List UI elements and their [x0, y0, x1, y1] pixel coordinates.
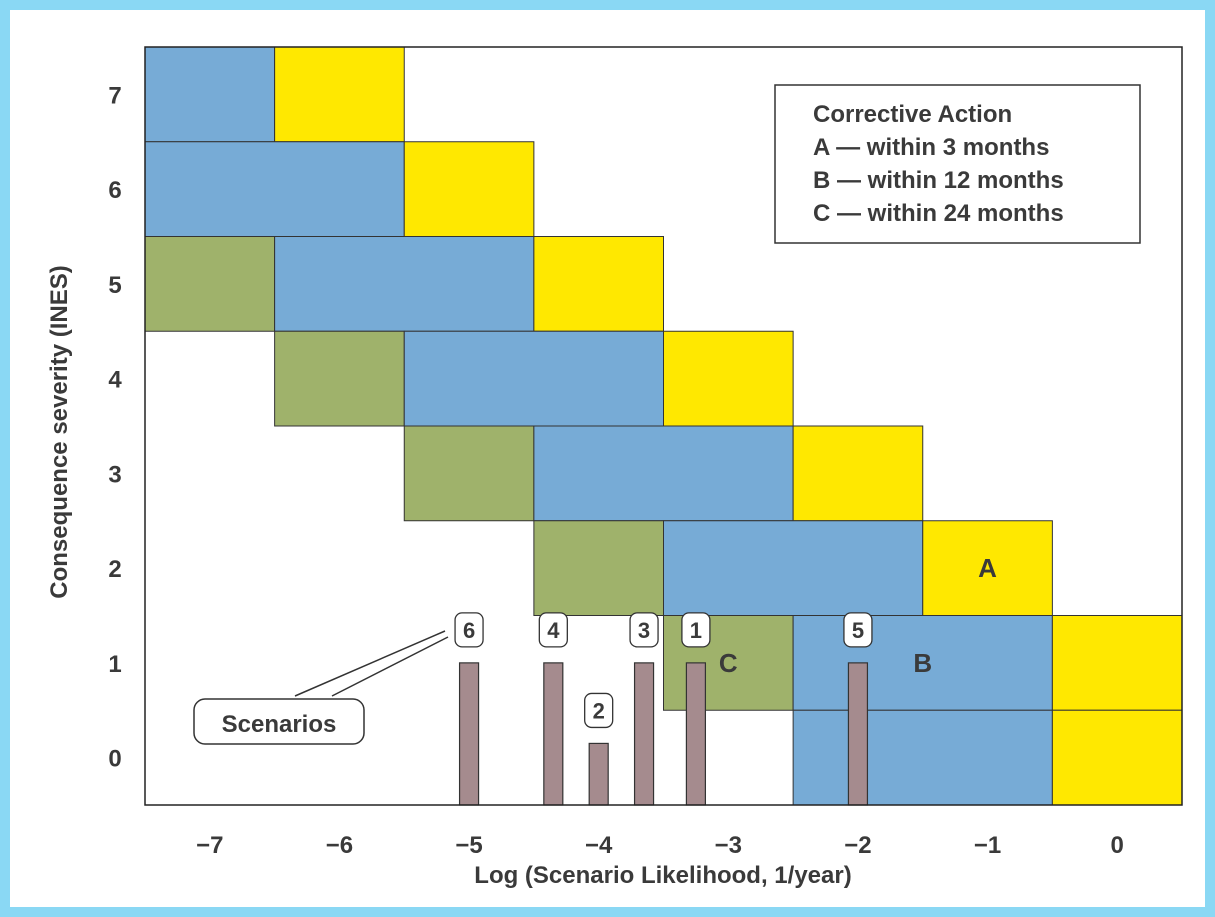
zone-cell-b — [144, 141, 405, 237]
zone-cell-b — [144, 46, 276, 143]
zone-cell-b — [792, 709, 1053, 806]
y-tick-labels: 0 1 2 3 4 5 6 7 — [108, 82, 122, 772]
zone-cell-b — [403, 330, 664, 427]
scenario-label-box — [681, 612, 711, 648]
zone-cell-c — [533, 520, 664, 616]
x-tick-label: −3 — [715, 832, 742, 859]
scenario-label: 3 — [638, 618, 650, 643]
y-tick-label: 6 — [108, 177, 121, 204]
zone-cell-a — [274, 46, 405, 143]
zone-label-b: B — [913, 648, 932, 678]
scenario-label: 6 — [463, 618, 475, 643]
zone-cell-a — [1051, 615, 1183, 711]
scenario-label: 4 — [547, 618, 560, 643]
scenario-label: 2 — [593, 698, 605, 723]
scenario-bar — [633, 662, 655, 806]
x-tick-label: −2 — [844, 832, 871, 859]
legend-entry-b: B — within 12 months — [813, 167, 1064, 194]
zone-cell-a — [403, 141, 535, 237]
x-tick-label: −7 — [196, 832, 223, 859]
scenario-bars-layer: 6 4 2 3 1 5 — [454, 612, 873, 806]
risk-matrix-chart: 6 4 2 3 1 5 A B C Scenarios −7 −6 −5 −4 −3 −2 −1 0 0 1 2… — [46, 46, 1183, 889]
scenario-bar — [458, 662, 480, 806]
y-tick-label: 4 — [108, 367, 122, 394]
y-tick-label: 2 — [108, 556, 121, 583]
zone-cell-a — [533, 236, 664, 332]
x-tick-label: −6 — [326, 832, 353, 859]
callout-label: Scenarios — [222, 711, 337, 738]
zone-cell-c — [274, 330, 405, 427]
legend-entry-a: A — within 3 months — [813, 134, 1049, 161]
x-axis-label: Log (Scenario Likelihood, 1/year) — [474, 862, 851, 889]
zone-cell-b — [533, 425, 794, 522]
scenario-label-box — [584, 692, 614, 729]
scenarios-callout: Scenarios — [193, 630, 449, 745]
x-tick-label: −5 — [455, 832, 482, 859]
callout-leader-line — [331, 636, 449, 697]
y-tick-label: 1 — [108, 651, 121, 678]
zone-cell-a — [1051, 709, 1183, 806]
y-axis-label: Consequence severity (INES) — [46, 265, 73, 598]
scenario-bar — [588, 742, 609, 806]
scenario-label-box — [538, 612, 568, 648]
y-tick-label: 7 — [108, 82, 121, 109]
figure-frame: 6 4 2 3 1 5 A B C Scenarios −7 −6 −5 −4 −3 −2 −1 0 0 1 2… — [10, 10, 1205, 907]
callout-box — [193, 698, 365, 745]
scenario-label: 1 — [690, 618, 702, 643]
zone-cell-c — [144, 236, 276, 332]
legend-title: Corrective Action — [813, 101, 1012, 128]
callout-leader-line — [294, 630, 446, 697]
zone-cell-b — [663, 520, 924, 616]
y-tick-label: 3 — [108, 461, 121, 488]
zone-cell-b — [792, 615, 1053, 711]
zones-layer — [144, 46, 1183, 806]
zone-cell-b — [274, 236, 535, 332]
x-tick-label: −4 — [585, 832, 613, 859]
scenario-bar — [847, 662, 869, 806]
y-tick-label: 0 — [108, 746, 121, 773]
plot-area-border — [144, 46, 1183, 806]
scenario-label-box — [454, 612, 484, 648]
scenario-label-box — [843, 612, 873, 648]
x-tick-label: −1 — [974, 832, 1001, 859]
legend-entry-c: C — within 24 months — [813, 200, 1064, 227]
zone-labels-layer: A B C — [719, 553, 997, 678]
x-tick-labels: −7 −6 −5 −4 −3 −2 −1 0 — [196, 832, 1124, 859]
scenario-label-box — [629, 612, 659, 648]
legend-box — [774, 84, 1141, 244]
zone-cell-a — [792, 425, 924, 522]
zone-label-a: A — [978, 553, 997, 583]
x-tick-label: 0 — [1111, 832, 1124, 859]
legend: Corrective Action A — within 3 months B … — [774, 84, 1141, 244]
scenario-bar — [685, 662, 707, 806]
y-tick-label: 5 — [108, 272, 121, 299]
scenario-label: 5 — [852, 618, 864, 643]
zone-cell-c — [403, 425, 535, 522]
zone-cell-a — [663, 330, 794, 427]
scenario-bar — [543, 662, 564, 806]
zone-cell-a — [922, 520, 1053, 616]
zone-label-c: C — [719, 648, 738, 678]
